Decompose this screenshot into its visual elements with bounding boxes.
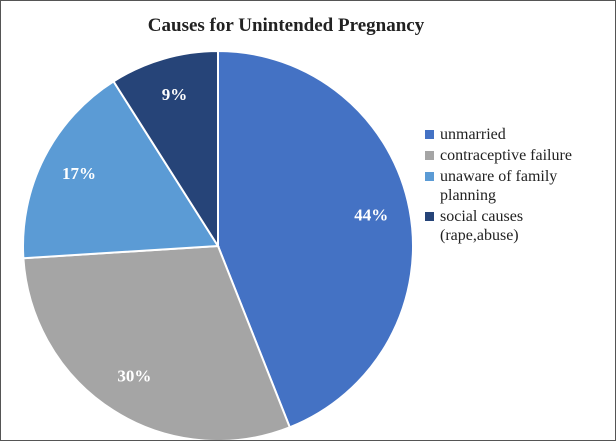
legend-item: contraceptive failure — [425, 146, 572, 165]
legend-item: unaware of family planning — [425, 167, 572, 205]
pie-slice — [22, 244, 292, 440]
data-label: 30% — [117, 367, 151, 386]
legend-label: unaware of family planning — [440, 168, 558, 204]
legend-swatch — [425, 130, 434, 139]
pie-slice — [217, 49, 414, 429]
legend-label: unmarried — [440, 126, 506, 143]
legend-item: unmarried — [425, 125, 572, 144]
data-label: 17% — [62, 164, 96, 183]
data-label: 9% — [162, 85, 188, 104]
chart-title: Causes for Unintended Pregnancy — [147, 15, 425, 36]
legend-swatch — [425, 212, 434, 221]
legend: unmarried contraceptive failure unaware of… — [425, 125, 572, 247]
pie-slice — [22, 79, 220, 260]
legend-swatch — [425, 172, 434, 181]
legend-label: contraceptive failure — [440, 147, 572, 164]
data-label: 44% — [354, 206, 388, 225]
legend-label: social causes (rape,abuse) — [440, 208, 524, 244]
legend-swatch — [425, 151, 434, 160]
pie-slice — [112, 49, 219, 250]
legend-item: social causes (rape,abuse) — [425, 207, 572, 245]
